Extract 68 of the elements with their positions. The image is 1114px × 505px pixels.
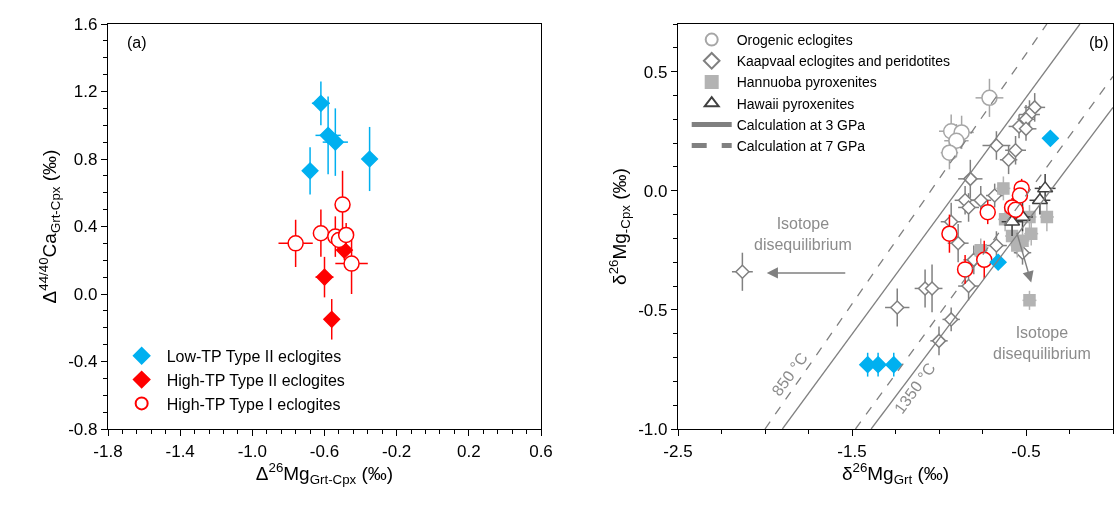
- legend-label: Kaapvaal eclogites and peridotites: [736, 53, 950, 70]
- x-tick-label: -0.5: [1011, 441, 1041, 461]
- x-tick-label: -2.5: [663, 441, 693, 461]
- y-tick-label: 0.8: [73, 149, 98, 169]
- point: [323, 310, 341, 328]
- point: [989, 138, 1004, 153]
- point: [950, 235, 966, 251]
- point: [987, 188, 1002, 203]
- y-tick-label: 0.0: [643, 181, 668, 201]
- x-tick-label: 0.6: [529, 441, 553, 461]
- annotation: 850 °C: [768, 349, 812, 400]
- point: [956, 261, 974, 278]
- y-tick-label: 0.5: [643, 62, 668, 82]
- point: [1007, 201, 1024, 219]
- annotation: Isotope disequilibrium: [754, 215, 852, 253]
- y-tick-label: -0.5: [638, 300, 668, 320]
- y-tick-label: -0.8: [68, 419, 98, 439]
- point: [334, 196, 351, 213]
- point: [979, 203, 996, 221]
- x-tick-label: -1.5: [837, 441, 867, 461]
- point: [343, 255, 360, 272]
- legend-label: High-TP Type I eclogites: [166, 395, 341, 413]
- y-tick-label: 1.2: [73, 82, 98, 102]
- point: [1041, 129, 1059, 147]
- point: [889, 300, 905, 315]
- point: [941, 225, 958, 242]
- x-tick-label: -1.8: [93, 441, 123, 461]
- point: [973, 193, 989, 208]
- legend-label: High-TP Type II eclogites: [166, 371, 345, 389]
- x-tick-label: -0.2: [382, 441, 412, 461]
- x-tick-label: -0.6: [309, 441, 340, 461]
- point: [337, 226, 355, 244]
- y-tick-label: -1.0: [638, 419, 668, 439]
- point: [287, 235, 304, 252]
- y-tick-label: 0.4: [73, 217, 98, 237]
- legend-label: Calculation at 7 GPa: [736, 138, 866, 155]
- point: [961, 278, 976, 294]
- x-tick-label: 0.2: [457, 441, 481, 461]
- point: [885, 356, 903, 374]
- point: [924, 281, 940, 296]
- legend-label: Hannuoba pyroxenites: [736, 74, 877, 91]
- y-tick-label: 1.6: [73, 14, 98, 34]
- point: [981, 89, 998, 107]
- point: [361, 150, 379, 168]
- x-tick-label: -1.0: [237, 441, 267, 461]
- y-tick-label: 0.0: [73, 284, 98, 304]
- legend-label: Orogenic eclogites: [736, 32, 853, 49]
- annotation: (b): [1089, 34, 1109, 51]
- x-axis-title: δ$^{26}$Mg$_{Grt}$ (‰): [841, 460, 950, 488]
- point: [976, 251, 993, 269]
- legend-label: Calculation at 3 GPa: [736, 116, 866, 133]
- legend-label: Low-TP Type II eclogites: [166, 348, 342, 366]
- point: [735, 264, 750, 280]
- point: [1008, 143, 1023, 158]
- point: [312, 225, 330, 242]
- x-tick-label: -1.4: [165, 441, 195, 461]
- point: [326, 133, 344, 151]
- annotation: (a): [127, 34, 147, 51]
- point: [315, 268, 334, 286]
- point: [989, 238, 1004, 253]
- legend-label: Hawaii pyroxenites: [736, 95, 855, 112]
- y-tick-label: -0.4: [68, 352, 98, 372]
- point: [1024, 227, 1038, 240]
- point: [301, 162, 319, 180]
- point: [312, 94, 330, 112]
- point: [961, 200, 976, 215]
- annotation: Isotope disequilibrium: [993, 324, 1091, 362]
- x-axis-title: Δ$^{26}$Mg$_{Grt-Cpx}$ (‰): [255, 460, 394, 488]
